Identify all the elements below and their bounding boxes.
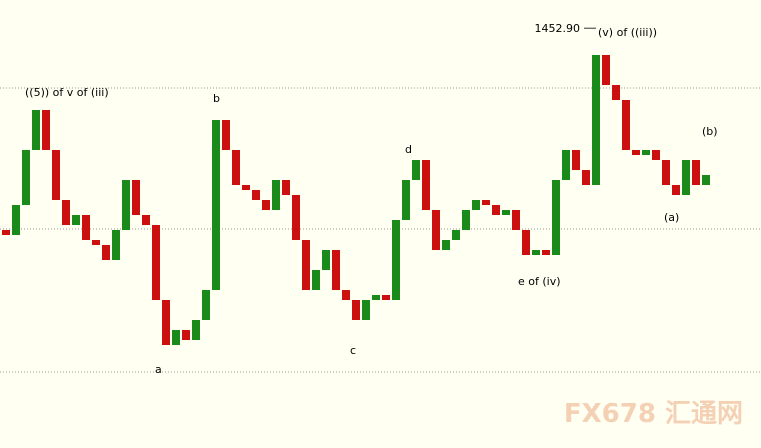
candle <box>622 100 630 150</box>
candle <box>102 245 110 260</box>
candle <box>422 160 430 210</box>
peak-label: 1452.90 <box>535 22 581 35</box>
candle <box>2 230 10 235</box>
candle <box>432 210 440 250</box>
candle <box>172 330 180 345</box>
candle <box>392 220 400 300</box>
candle <box>402 180 410 220</box>
candle <box>262 200 270 210</box>
candle <box>202 290 210 320</box>
candle <box>532 250 540 255</box>
candle <box>542 250 550 255</box>
candle <box>642 150 650 155</box>
candle <box>522 230 530 255</box>
candle <box>602 55 610 85</box>
candle <box>272 180 280 210</box>
candle <box>692 160 700 185</box>
wave-label: (v) of ((iii)) <box>598 26 658 39</box>
candle <box>382 295 390 300</box>
candle <box>412 160 420 180</box>
candle <box>462 210 470 230</box>
wave-label: b <box>213 92 220 105</box>
wave-label: c <box>350 344 357 357</box>
candle <box>372 295 380 300</box>
candle <box>652 150 660 160</box>
candle <box>632 150 640 155</box>
candle <box>132 180 140 215</box>
candle <box>472 200 480 210</box>
candle <box>672 185 680 195</box>
candle <box>452 230 460 240</box>
candle <box>512 210 520 230</box>
candle <box>82 215 90 240</box>
candle <box>252 190 260 200</box>
candle <box>12 205 20 235</box>
candle <box>292 195 300 240</box>
candle <box>212 120 220 290</box>
candle <box>362 300 370 320</box>
candle <box>582 170 590 185</box>
candle <box>122 180 130 230</box>
candle <box>332 250 340 290</box>
candle <box>312 270 320 290</box>
candle <box>142 215 150 225</box>
wave-label: (b) <box>702 125 718 138</box>
candle <box>492 205 500 215</box>
candle <box>152 225 160 300</box>
candle <box>662 160 670 185</box>
candle <box>242 185 250 190</box>
candle <box>282 180 290 195</box>
candle <box>572 150 580 170</box>
candle <box>162 300 170 345</box>
candle <box>52 150 60 200</box>
candle <box>22 150 30 205</box>
candle <box>482 200 490 205</box>
candle <box>702 175 710 185</box>
candle <box>32 110 40 150</box>
wave-label: d <box>405 143 412 156</box>
candle <box>182 330 190 340</box>
candle <box>302 240 310 290</box>
wave-label: ((5)) of v of (iii) <box>25 86 109 99</box>
candle <box>552 180 560 255</box>
watermark: FX678 汇通网 <box>563 399 743 429</box>
candle <box>112 230 120 260</box>
candle <box>562 150 570 180</box>
candle <box>502 210 510 215</box>
candle <box>72 215 80 225</box>
candle <box>42 110 50 150</box>
wave-label: e of (iv) <box>518 275 561 288</box>
wave-label: a <box>155 363 162 376</box>
candle <box>62 200 70 225</box>
candle <box>442 240 450 250</box>
candle <box>682 160 690 195</box>
candle <box>192 320 200 340</box>
candle <box>612 85 620 100</box>
candle <box>592 55 600 185</box>
candle <box>222 120 230 150</box>
wave-label: (a) <box>664 211 680 224</box>
candle <box>352 300 360 320</box>
candle <box>232 150 240 185</box>
candle <box>92 240 100 245</box>
candle <box>342 290 350 300</box>
candle <box>322 250 330 270</box>
